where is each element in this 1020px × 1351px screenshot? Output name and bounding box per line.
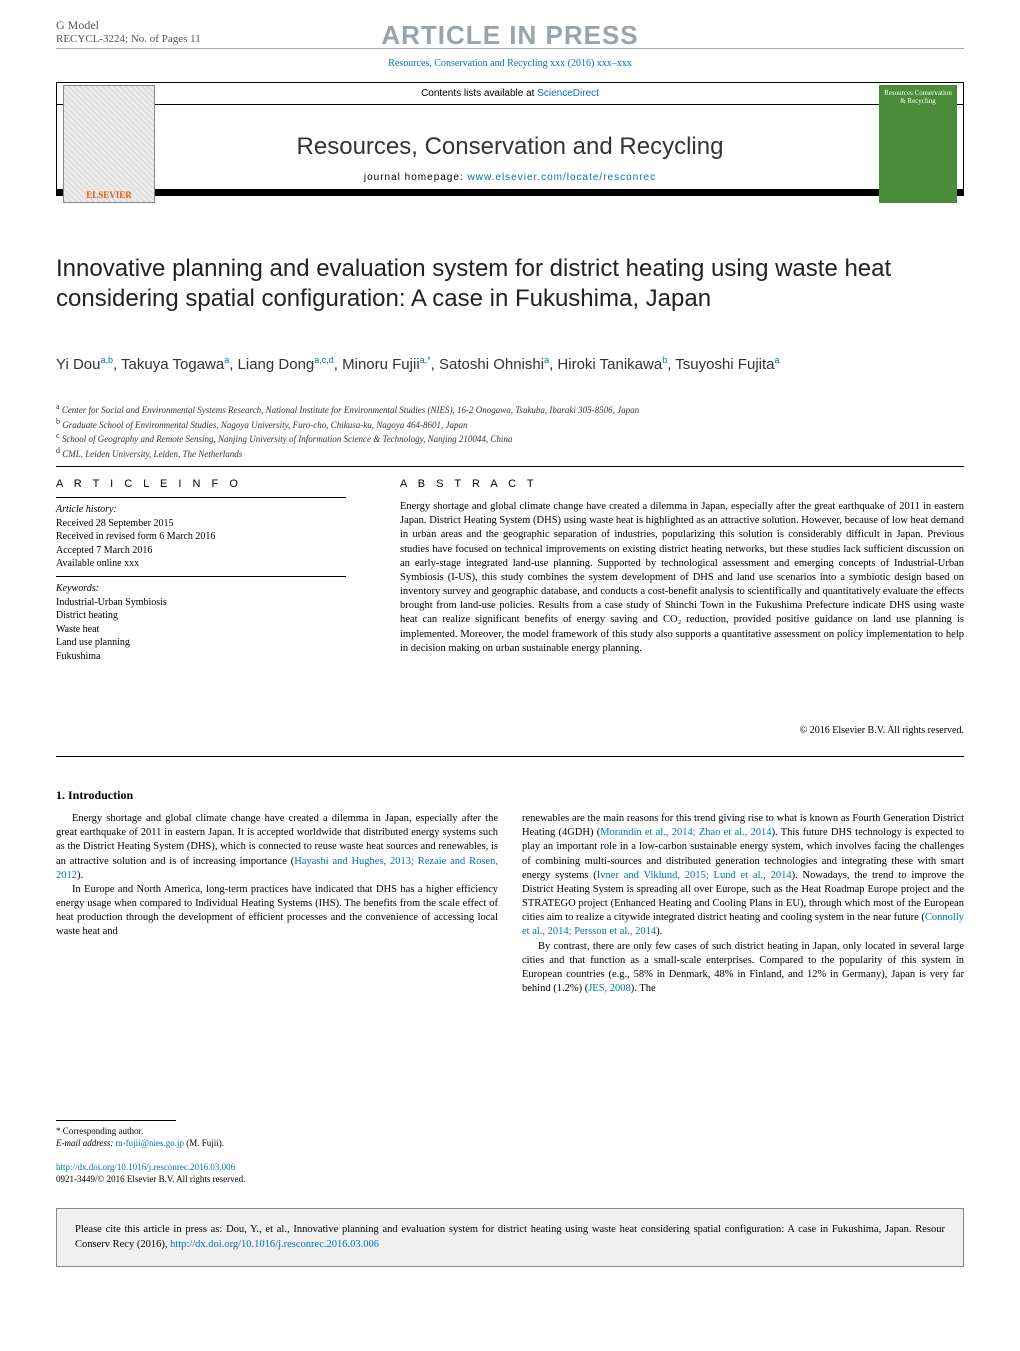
journal-homepage: journal homepage: www.elsevier.com/locat… bbox=[57, 172, 963, 183]
issn-line: 0921-3449/© 2016 Elsevier B.V. All right… bbox=[56, 1174, 245, 1186]
keyword-item: Waste heat bbox=[56, 623, 346, 637]
footnote-block: * Corresponding author. E-mail address: … bbox=[56, 1126, 486, 1149]
homepage-label: journal homepage: bbox=[364, 172, 468, 183]
cite-box: Please cite this article in press as: Do… bbox=[56, 1208, 964, 1267]
email-link[interactable]: m-fujii@nies.go.jp bbox=[116, 1138, 184, 1148]
history-label: Article history: bbox=[56, 503, 346, 517]
article-info-hr2 bbox=[56, 576, 346, 577]
journal-name-row: ELSEVIER Resources, Conservation and Rec… bbox=[57, 105, 963, 189]
history-accepted: Accepted 7 March 2016 bbox=[56, 544, 346, 558]
abstract-copyright: © 2016 Elsevier B.V. All rights reserved… bbox=[800, 725, 964, 736]
email-line: E-mail address: m-fujii@nies.go.jp (M. F… bbox=[56, 1138, 486, 1150]
sciencedirect-link[interactable]: ScienceDirect bbox=[537, 88, 599, 99]
affiliation-b: b Graduate School of Environmental Studi… bbox=[56, 417, 964, 432]
contents-label: Contents lists available at bbox=[421, 88, 537, 99]
article-title: Innovative planning and evaluation syste… bbox=[56, 254, 964, 314]
affiliation-a: a Center for Social and Environmental Sy… bbox=[56, 402, 964, 417]
journal-cover-thumbnail: Resources Conservation & Recycling bbox=[879, 85, 957, 203]
body-columns: Energy shortage and global climate chang… bbox=[56, 812, 964, 996]
keyword-item: Land use planning bbox=[56, 636, 346, 650]
keyword-item: District heating bbox=[56, 609, 346, 623]
keyword-item: Industrial-Urban Symbiosis bbox=[56, 596, 346, 610]
right-column: renewables are the main reasons for this… bbox=[522, 812, 964, 996]
keywords-label: Keywords: bbox=[56, 582, 346, 596]
header-divider bbox=[56, 48, 964, 49]
intro-p3: renewables are the main reasons for this… bbox=[522, 812, 964, 940]
history-revised: Received in revised form 6 March 2016 bbox=[56, 530, 346, 544]
footnote-hr bbox=[56, 1120, 176, 1121]
corresponding-author: * Corresponding author. bbox=[56, 1126, 486, 1138]
left-column: Energy shortage and global climate chang… bbox=[56, 812, 498, 996]
hr-under-affiliations bbox=[56, 466, 964, 467]
keyword-item: Fukushima bbox=[56, 650, 346, 664]
affiliations: a Center for Social and Environmental Sy… bbox=[56, 402, 964, 461]
doi-block: http://dx.doi.org/10.1016/j.resconrec.20… bbox=[56, 1162, 245, 1185]
history-received: Received 28 September 2015 bbox=[56, 517, 346, 531]
ref-link[interactable]: Morandin et al., 2014; Zhao et al., 2014 bbox=[600, 827, 771, 838]
history-online: Available online xxx bbox=[56, 557, 346, 571]
journal-header-box: Contents lists available at ScienceDirec… bbox=[56, 82, 964, 196]
affiliation-c: c School of Geography and Remote Sensing… bbox=[56, 431, 964, 446]
article-info-hr1 bbox=[56, 497, 346, 498]
article-in-press: ARTICLE IN PRESS bbox=[0, 20, 1020, 51]
authors-list: Yi Doua,b, Takuya Togawaa, Liang Donga,c… bbox=[56, 354, 964, 375]
ref-link[interactable]: JES, 2008 bbox=[588, 983, 631, 994]
article-history: Article history: Received 28 September 2… bbox=[56, 503, 346, 571]
introduction-heading: 1. Introduction bbox=[56, 788, 133, 803]
journal-box-bar bbox=[57, 189, 963, 195]
keywords-block: Keywords: Industrial-Urban Symbiosis Dis… bbox=[56, 582, 346, 663]
article-info-label: A R T I C L E I N F O bbox=[56, 478, 242, 490]
doi-link[interactable]: http://dx.doi.org/10.1016/j.resconrec.20… bbox=[56, 1162, 245, 1174]
abstract-label: A B S T R A C T bbox=[400, 478, 538, 490]
cite-doi-link[interactable]: http://dx.doi.org/10.1016/j.resconrec.20… bbox=[170, 1239, 379, 1250]
ref-link[interactable]: Ivner and Viklund, 2015; Lund et al., 20… bbox=[597, 870, 792, 881]
journal-name: Resources, Conservation and Recycling bbox=[297, 133, 724, 161]
abstract-text: Energy shortage and global climate chang… bbox=[400, 500, 964, 656]
affiliation-d: d CML, Leiden University, Leiden, The Ne… bbox=[56, 446, 964, 461]
homepage-link[interactable]: www.elsevier.com/locate/resconrec bbox=[468, 172, 657, 183]
citation-line[interactable]: Resources, Conservation and Recycling xx… bbox=[0, 58, 1020, 69]
elsevier-logo: ELSEVIER bbox=[63, 85, 155, 203]
intro-p2: In Europe and North America, long-term p… bbox=[56, 883, 498, 940]
intro-p4: By contrast, there are only few cases of… bbox=[522, 940, 964, 997]
hr-under-abstract bbox=[56, 756, 964, 757]
contents-line: Contents lists available at ScienceDirec… bbox=[57, 83, 963, 105]
intro-p1: Energy shortage and global climate chang… bbox=[56, 812, 498, 883]
